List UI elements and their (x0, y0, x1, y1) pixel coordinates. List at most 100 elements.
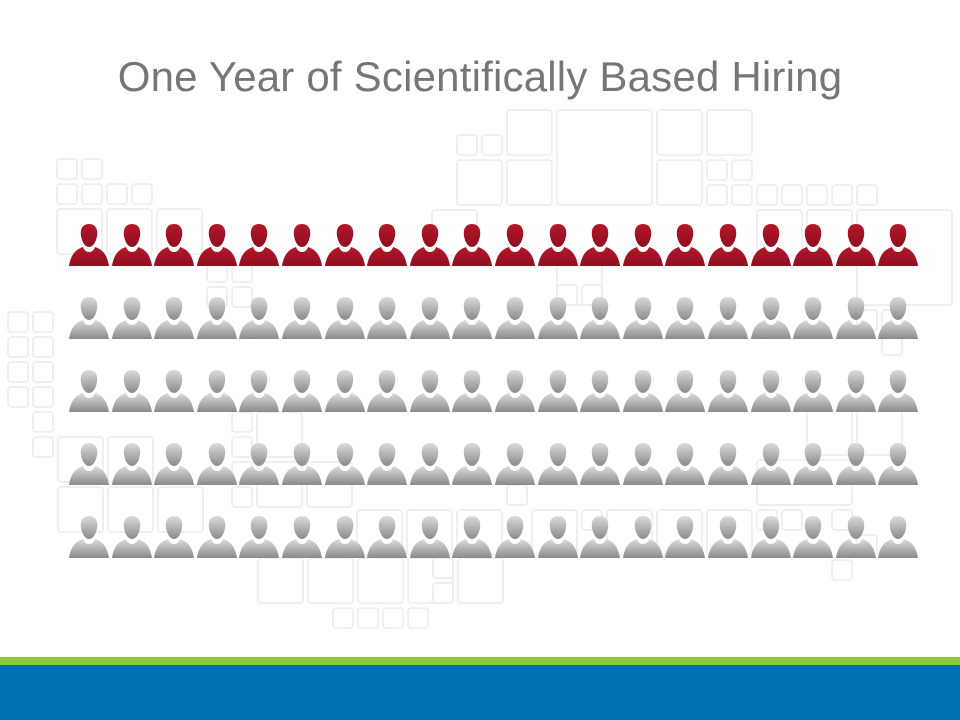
person-icon (366, 441, 408, 487)
person-icon (366, 368, 408, 414)
people-grid (68, 222, 928, 562)
slide-title: One Year of Scientifically Based Hiring (117, 53, 843, 100)
person-icon (494, 368, 536, 414)
person-icon (153, 368, 195, 414)
person-icon (196, 368, 238, 414)
person-icon (196, 514, 238, 560)
person-icon (664, 514, 706, 560)
person-icon (451, 368, 493, 414)
person-icon (324, 514, 366, 560)
person-icon-hired (877, 222, 919, 268)
person-icon-hired (664, 222, 706, 268)
person-icon (579, 368, 621, 414)
person-icon (537, 368, 579, 414)
person-icon (537, 441, 579, 487)
person-icon-hired (750, 222, 792, 268)
person-icon-hired (451, 222, 493, 268)
person-icon-hired (835, 222, 877, 268)
person-icon (750, 368, 792, 414)
person-icon (792, 441, 834, 487)
person-icon (68, 441, 110, 487)
person-icon (111, 514, 153, 560)
person-icon (111, 295, 153, 341)
person-icon (451, 514, 493, 560)
person-icon (238, 514, 280, 560)
person-icon (835, 441, 877, 487)
person-icon (792, 514, 834, 560)
person-icon-hired (281, 222, 323, 268)
person-icon (707, 441, 749, 487)
person-icon (707, 514, 749, 560)
person-icon (68, 514, 110, 560)
person-icon (622, 295, 664, 341)
person-icon (409, 368, 451, 414)
background-square-pattern (7, 109, 953, 629)
person-icon-hired (707, 222, 749, 268)
person-icon (537, 514, 579, 560)
person-icon-hired (792, 222, 834, 268)
person-icon-hired (324, 222, 366, 268)
hired-row (68, 222, 928, 270)
person-icon-hired (111, 222, 153, 268)
person-icon-hired (366, 222, 408, 268)
person-icon-hired (537, 222, 579, 268)
person-icon (366, 514, 408, 560)
person-icon (281, 514, 323, 560)
candidate-row (68, 441, 928, 489)
person-icon (324, 441, 366, 487)
person-icon (750, 514, 792, 560)
person-icon (409, 295, 451, 341)
person-icon (579, 295, 621, 341)
candidate-row (68, 295, 928, 343)
person-icon (579, 514, 621, 560)
person-icon (281, 441, 323, 487)
person-icon (707, 295, 749, 341)
person-icon (579, 441, 621, 487)
person-icon (153, 295, 195, 341)
person-icon (238, 295, 280, 341)
person-icon (877, 295, 919, 341)
person-icon (196, 441, 238, 487)
person-icon (494, 514, 536, 560)
person-icon (153, 514, 195, 560)
person-icon (750, 295, 792, 341)
person-icon (451, 295, 493, 341)
person-icon (494, 441, 536, 487)
person-icon (111, 368, 153, 414)
green-accent-band (0, 657, 960, 665)
person-icon (68, 295, 110, 341)
person-icon-hired (494, 222, 536, 268)
person-icon (153, 441, 195, 487)
person-icon (877, 368, 919, 414)
person-icon (537, 295, 579, 341)
person-icon (835, 295, 877, 341)
candidate-row (68, 368, 928, 416)
person-icon-hired (622, 222, 664, 268)
person-icon (494, 295, 536, 341)
person-icon (366, 295, 408, 341)
person-icon (877, 441, 919, 487)
person-icon (877, 514, 919, 560)
person-icon (281, 295, 323, 341)
person-icon (622, 441, 664, 487)
person-icon (664, 295, 706, 341)
person-icon (451, 441, 493, 487)
person-icon-hired (153, 222, 195, 268)
person-icon (111, 441, 153, 487)
person-icon (238, 441, 280, 487)
person-icon (664, 441, 706, 487)
person-icon (664, 368, 706, 414)
person-icon-hired (196, 222, 238, 268)
person-icon (622, 368, 664, 414)
person-icon (68, 368, 110, 414)
person-icon-hired (409, 222, 451, 268)
candidate-row (68, 514, 928, 562)
person-icon (835, 368, 877, 414)
person-icon (792, 368, 834, 414)
blue-footer-band (0, 665, 960, 720)
person-icon (409, 514, 451, 560)
person-icon (196, 295, 238, 341)
person-icon (238, 368, 280, 414)
person-icon (324, 295, 366, 341)
